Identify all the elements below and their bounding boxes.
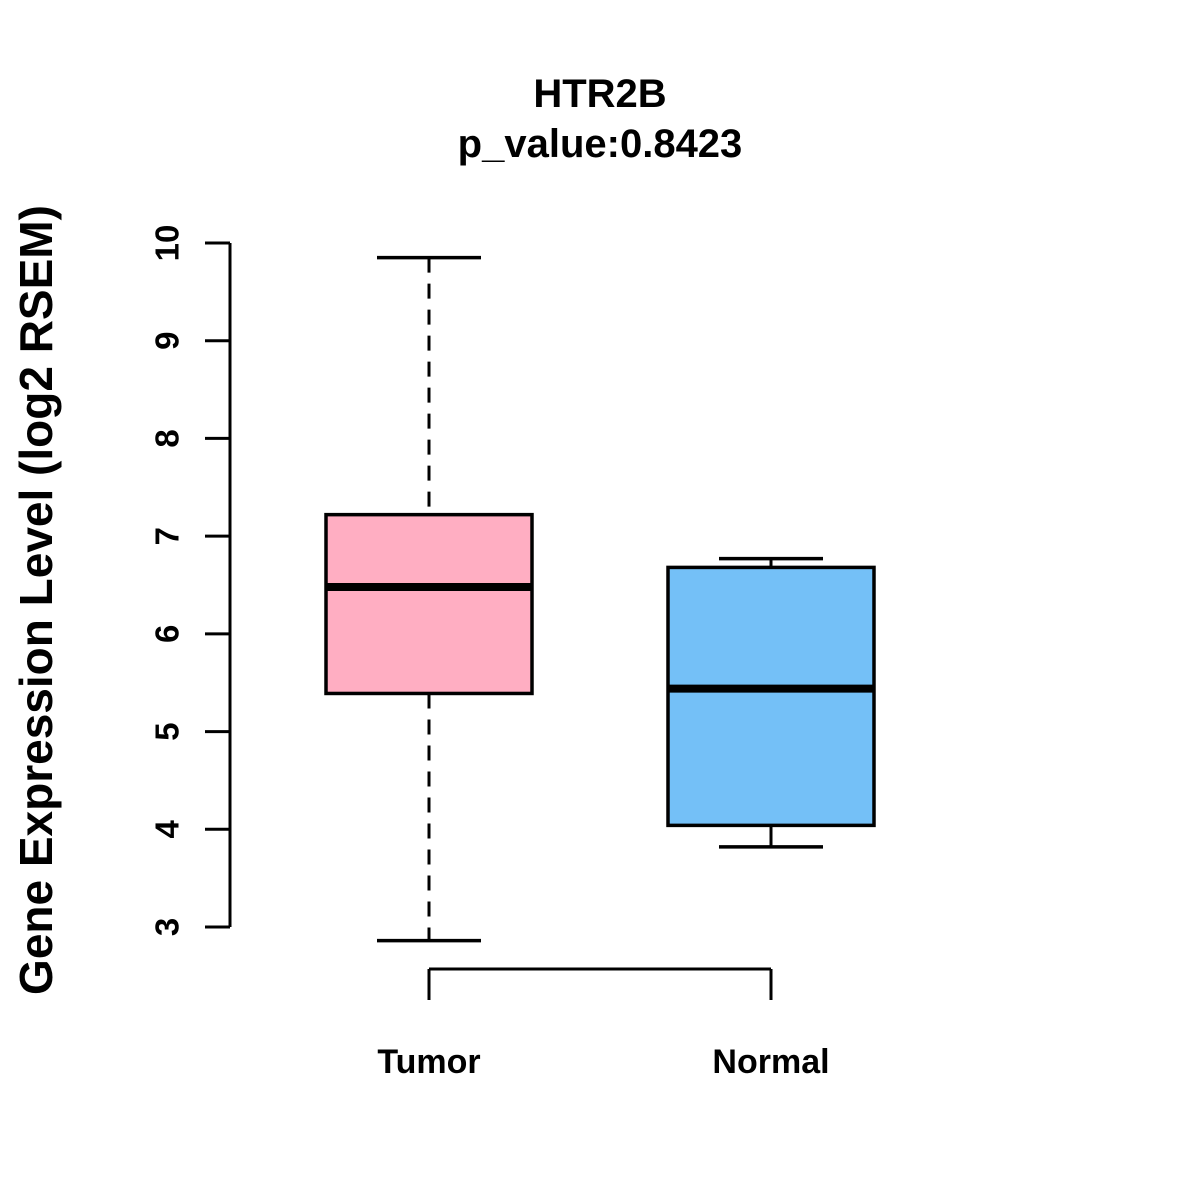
- box-normal: [666, 565, 876, 828]
- y-axis-title: Gene Expression Level (log2 RSEM): [10, 205, 62, 995]
- y-axis-tick-label: 5: [149, 722, 186, 740]
- x-axis-label-normal: Normal: [712, 1043, 829, 1081]
- x-axis-label-tumor: Tumor: [377, 1043, 480, 1081]
- y-axis-tick-label: 8: [149, 429, 186, 447]
- box-tumor: [324, 512, 534, 696]
- y-axis-tick-label: 3: [149, 918, 186, 936]
- y-axis-tick-label: 4: [149, 819, 186, 838]
- y-axis-tick-label: 6: [149, 625, 186, 643]
- y-axis-tick-label: 7: [149, 527, 186, 545]
- y-axis-tick-label: 10: [149, 225, 186, 262]
- chart-title: HTR2B: [533, 72, 667, 116]
- chart-subtitle: p_value:0.8423: [457, 122, 743, 166]
- y-axis-tick-label: 9: [149, 332, 186, 350]
